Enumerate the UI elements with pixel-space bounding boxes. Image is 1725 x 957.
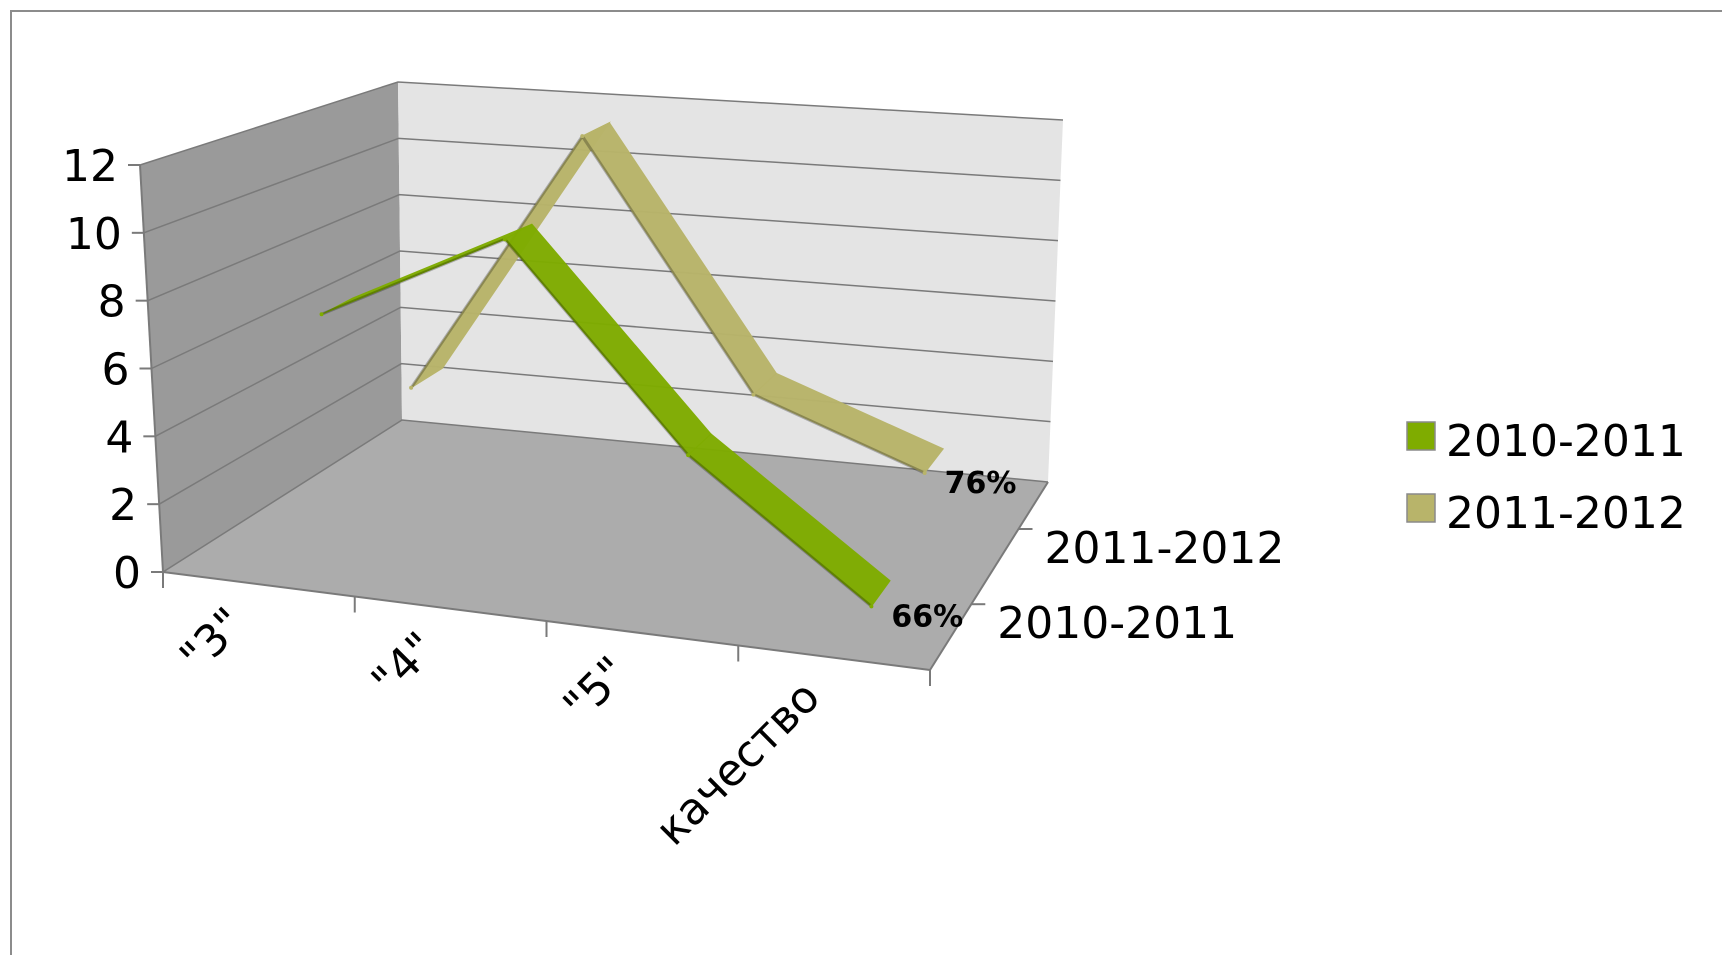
chart-frame [10, 10, 1722, 955]
series-edge [687, 454, 873, 608]
gridline [139, 81, 1064, 166]
gridline [151, 250, 1056, 370]
data-labels: 66% 76% [891, 466, 1016, 634]
series-segment [687, 433, 891, 608]
x-tick-label: "4" [362, 622, 446, 706]
series-point [409, 385, 414, 390]
y-tick-label: 4 [105, 412, 133, 463]
depth-tick-label: 2011-2012 [1045, 523, 1285, 574]
series-edge [581, 135, 755, 396]
x-tick-label: качество [646, 671, 830, 855]
legend-label: 2010-2011 [1446, 416, 1686, 467]
series-edge [320, 237, 506, 316]
gridline [162, 419, 1049, 573]
gridline [154, 306, 1054, 437]
data-label: 76% [945, 466, 1017, 501]
gridline [147, 193, 1059, 302]
series-point [502, 237, 507, 242]
legend-swatch [1406, 421, 1436, 451]
y-tick-label: 8 [98, 277, 126, 328]
series-point [319, 312, 324, 317]
series-point [580, 134, 585, 139]
legend-label: 2011-2012 [1446, 488, 1686, 539]
depth-axis: 2010-2011 2011-2012 [929, 481, 1285, 671]
gridlines [139, 81, 1064, 573]
legend: 2010-2011 2011-2012 [1406, 416, 1686, 539]
left-wall [140, 82, 402, 572]
depth-axis-line [929, 481, 1049, 671]
legend-swatch [1406, 493, 1436, 523]
depth-tick-label: 2010-2011 [997, 598, 1237, 649]
x-tick-label: "3" [170, 598, 254, 682]
y-axis-line [139, 164, 164, 573]
series-segment [752, 372, 945, 474]
series-point [686, 453, 691, 458]
series-edge [503, 238, 690, 457]
series-point [869, 604, 874, 609]
value-axis: 0 2 4 6 8 10 12 [62, 141, 164, 599]
floor [163, 420, 1048, 670]
y-tick-label: 6 [102, 345, 130, 396]
y-tick-label: 12 [62, 141, 118, 192]
series-edge [409, 135, 584, 389]
data-label: 66% [891, 599, 963, 634]
gridline [143, 137, 1061, 234]
series-point [751, 392, 756, 397]
y-tick-label: 0 [113, 548, 141, 599]
series-point [922, 470, 927, 475]
series-edge [752, 393, 926, 475]
series-ribbons [319, 121, 945, 609]
y-tick-label: 2 [109, 480, 137, 531]
y-tick-label: 10 [66, 209, 122, 260]
x-tick-label: "5" [554, 647, 638, 731]
